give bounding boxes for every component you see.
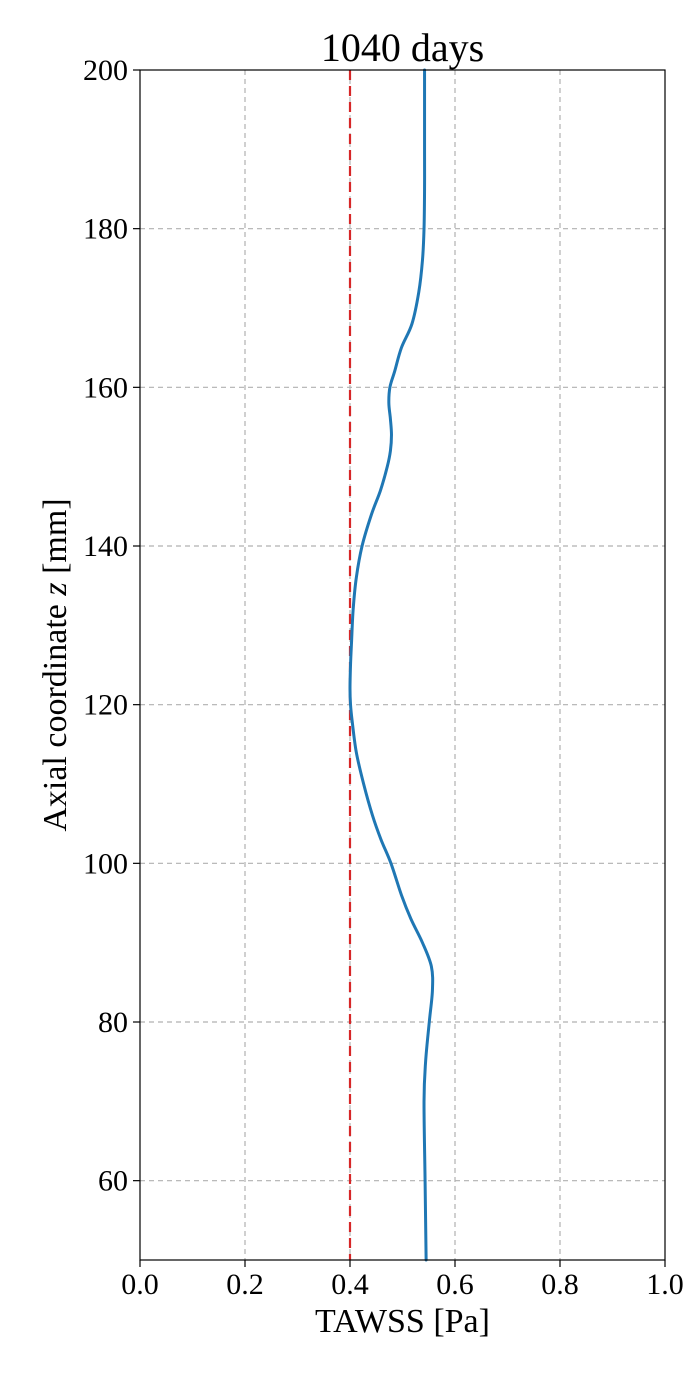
y-tick-label: 120 bbox=[83, 689, 128, 722]
plot-frame bbox=[139, 69, 666, 1261]
y-axis-label-prefix: Axial coordinate bbox=[37, 596, 74, 832]
series-group bbox=[348, 68, 435, 1262]
grid bbox=[140, 70, 665, 1260]
x-tick-label: 0.2 bbox=[226, 1268, 264, 1301]
y-tick-label: 80 bbox=[98, 1006, 128, 1039]
y-tick-label: 180 bbox=[83, 213, 128, 246]
x-tick-label: 0.6 bbox=[436, 1268, 474, 1301]
y-axis-label-suffix: [mm] bbox=[37, 498, 74, 582]
y-axis-label-var: z bbox=[37, 582, 74, 596]
y-tick-label: 100 bbox=[83, 847, 128, 880]
tawss-series-line bbox=[348, 68, 435, 1262]
y-tick-label: 60 bbox=[98, 1165, 128, 1198]
ticks: 0.0 0.2 0.4 0.6 0.8 1.0 60 80 100 120 140 160 180 200 bbox=[83, 54, 684, 1301]
y-tick-label: 160 bbox=[83, 371, 128, 404]
y-tick-label: 200 bbox=[83, 54, 128, 87]
x-tick-label: 0.8 bbox=[541, 1268, 579, 1301]
x-axis-label: TAWSS [Pa] bbox=[315, 1303, 490, 1340]
x-tick-label: 0.0 bbox=[121, 1268, 159, 1301]
chart-title: 1040 days bbox=[321, 25, 484, 70]
x-tick-label: 1.0 bbox=[646, 1268, 684, 1301]
x-tick-label: 0.4 bbox=[331, 1268, 369, 1301]
y-axis-label: Axial coordinate z [mm] bbox=[37, 498, 74, 831]
y-tick-label: 140 bbox=[83, 530, 128, 563]
